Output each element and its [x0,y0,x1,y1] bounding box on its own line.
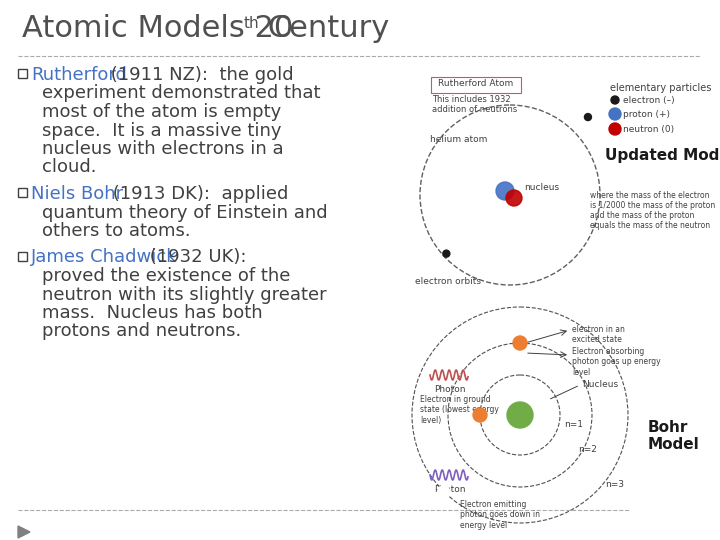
Text: neutron (0): neutron (0) [623,125,674,134]
Circle shape [585,113,591,120]
Circle shape [507,402,533,428]
Text: This includes 1932
addition of neutrons: This includes 1932 addition of neutrons [432,95,517,114]
Circle shape [609,123,621,135]
Text: Electron in ground
state (lowest energy
level): Electron in ground state (lowest energy … [420,395,499,425]
Text: space.  It is a massive tiny: space. It is a massive tiny [42,122,282,139]
Circle shape [496,182,514,200]
Text: Century: Century [258,14,390,43]
Circle shape [611,96,619,104]
Circle shape [496,181,524,209]
Text: Rutherford: Rutherford [31,66,127,84]
Text: mass.  Nucleus has both: mass. Nucleus has both [42,304,263,322]
Text: n=1: n=1 [564,420,583,429]
Text: nucleus: nucleus [524,183,559,192]
Text: Atomic Models 20: Atomic Models 20 [22,14,293,43]
Text: n=2: n=2 [578,445,597,454]
Text: Niels Bohr: Niels Bohr [31,185,123,203]
Text: Bohr
Model: Bohr Model [648,420,700,453]
Text: Photon: Photon [434,485,466,494]
Circle shape [438,485,449,497]
Text: others to atoms.: others to atoms. [42,222,191,240]
Text: electron orbits: electron orbits [415,277,481,286]
Text: Updated Model: Updated Model [605,148,720,163]
Text: electron (–): electron (–) [623,96,675,105]
Text: (1932 UK):: (1932 UK): [144,248,246,267]
Polygon shape [18,526,30,538]
Text: elementary particles: elementary particles [610,83,711,93]
Text: Electron emitting
photon goes down in
energy level: Electron emitting photon goes down in en… [460,500,540,530]
Text: most of the atom is empty: most of the atom is empty [42,103,282,121]
Text: electron in an
excited state: electron in an excited state [572,325,625,345]
Circle shape [473,408,487,422]
Text: n=3: n=3 [605,480,624,489]
Text: (1911 NZ):  the gold: (1911 NZ): the gold [105,66,294,84]
FancyBboxPatch shape [431,77,521,93]
Text: cloud.: cloud. [42,159,96,177]
Circle shape [443,250,450,257]
Text: experiment demonstrated that: experiment demonstrated that [42,84,320,103]
Text: (1913 DK):  applied: (1913 DK): applied [107,185,289,203]
Text: th: th [244,16,260,31]
Text: protons and neutrons.: protons and neutrons. [42,322,241,341]
Text: helium atom: helium atom [430,135,487,144]
Bar [18,252,27,260]
Bar [18,188,27,197]
Circle shape [506,190,522,206]
Text: James Chadwick: James Chadwick [31,248,178,267]
Circle shape [513,336,527,350]
Text: and the mass of the proton
equals the mass of the neutron: and the mass of the proton equals the ma… [590,211,710,231]
Text: proton (+): proton (+) [623,110,670,119]
Circle shape [609,108,621,120]
Text: nucleus with electrons in a: nucleus with electrons in a [42,140,284,158]
Bar [18,69,27,78]
Text: neutron with its slightly greater: neutron with its slightly greater [42,286,327,303]
Text: where the mass of the electron
is 1/2000 the mass of the proton: where the mass of the electron is 1/2000… [590,191,715,211]
Text: Electron absorbing
photon goes up energy
level: Electron absorbing photon goes up energy… [572,347,661,377]
Text: quantum theory of Einstein and: quantum theory of Einstein and [42,204,328,221]
Text: proved the existence of the: proved the existence of the [42,267,290,285]
Text: Nucleus: Nucleus [582,380,618,389]
Text: Rutherford Atom: Rutherford Atom [438,79,513,88]
Text: Photon: Photon [434,385,466,394]
